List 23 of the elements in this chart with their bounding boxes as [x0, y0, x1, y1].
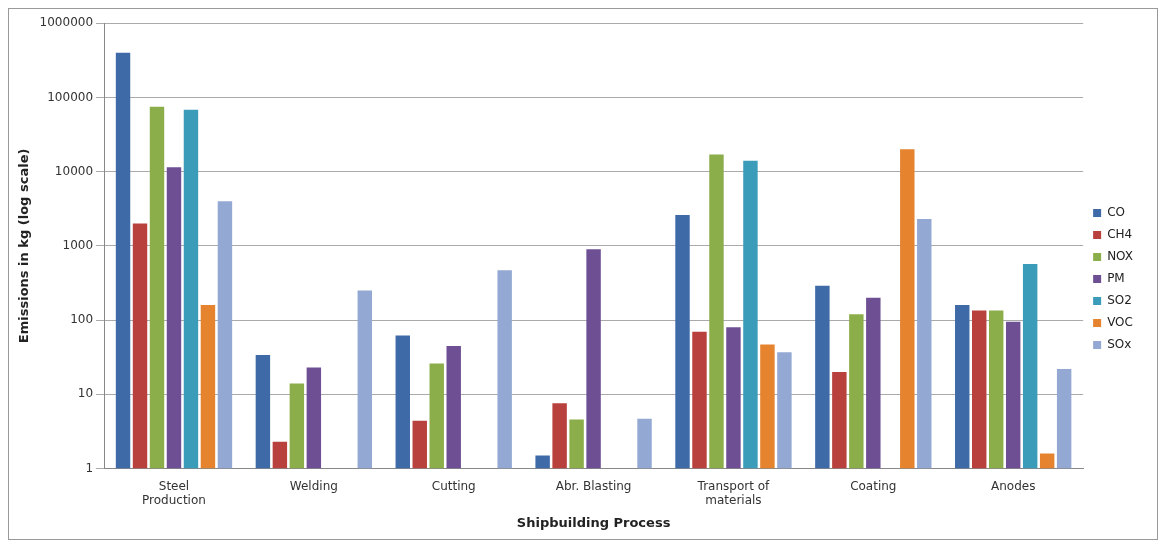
x-tick-label: Welding	[289, 478, 338, 493]
y-axis-title: Emissions in kg (log scale)	[16, 148, 32, 344]
legend-label: SO2	[1107, 293, 1132, 308]
x-tick-label: Anodes	[990, 478, 1036, 493]
x-tick-label: Abr. Blasting	[555, 478, 632, 493]
y-tick-label: 1	[85, 460, 94, 475]
x-tick-label: Steel Production	[142, 478, 206, 508]
y-tick-label: 1000000	[39, 15, 94, 30]
legend-label: CH4	[1107, 227, 1133, 242]
x-tick-label: Coating	[850, 478, 897, 493]
legend-label: SOx	[1107, 337, 1132, 352]
y-tick-label: 10000	[54, 163, 94, 178]
legend-label: NOX	[1107, 249, 1133, 264]
y-tick-label: 1000	[62, 238, 94, 253]
x-tick-label: Cutting	[431, 478, 476, 493]
x-tick-label: Transport of materials	[696, 478, 771, 508]
legend-label: CO	[1107, 205, 1125, 220]
y-tick-label: 100	[70, 312, 94, 327]
x-axis-title: Shipbuilding Process	[516, 514, 671, 530]
y-tick-label: 10	[77, 386, 94, 401]
y-tick-label: 100000	[47, 89, 94, 104]
legend-label: PM	[1107, 271, 1125, 286]
legend-label: VOC	[1107, 315, 1133, 330]
